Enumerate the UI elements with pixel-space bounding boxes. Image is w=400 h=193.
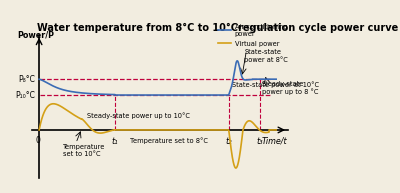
Text: State-state power at 10°C: State-state power at 10°C	[232, 81, 320, 88]
Text: Steady-state
power up to 8 °C: Steady-state power up to 8 °C	[262, 81, 318, 95]
Text: P₁₀°C: P₁₀°C	[15, 91, 35, 100]
Text: Water temperature from 8°C to 10°Cregulation cycle power curve: Water temperature from 8°C to 10°Cregula…	[37, 23, 398, 33]
Text: State-state
power at 8°C: State-state power at 8°C	[244, 49, 288, 63]
Text: Power/P: Power/P	[17, 30, 54, 40]
Text: t₂: t₂	[226, 137, 232, 146]
Text: Steady-state power up to 10°C: Steady-state power up to 10°C	[87, 112, 190, 119]
Legend: Air conditioning
power, Virtual power: Air conditioning power, Virtual power	[218, 24, 287, 47]
Text: P₈°C: P₈°C	[18, 75, 35, 84]
Text: Time/t: Time/t	[261, 137, 287, 146]
Text: Temperature
set to 10°C: Temperature set to 10°C	[63, 144, 105, 157]
Text: 0: 0	[36, 136, 40, 145]
Text: t₃: t₃	[256, 137, 263, 146]
Text: Temperature set to 8°C: Temperature set to 8°C	[130, 137, 208, 144]
Text: t₁: t₁	[112, 137, 118, 146]
